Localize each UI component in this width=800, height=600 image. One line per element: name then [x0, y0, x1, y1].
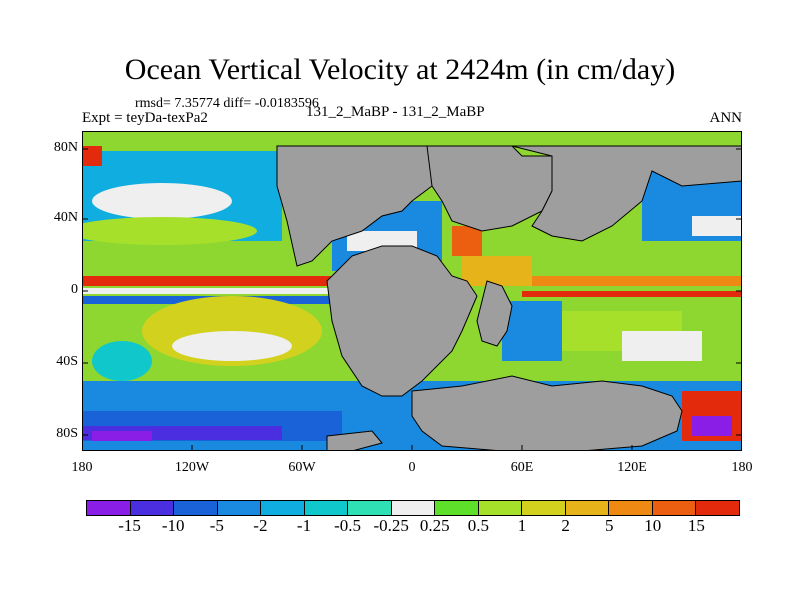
colorbar-label-0: -15 — [118, 516, 141, 535]
plot-title: Ocean Vertical Velocity at 2424m (in cm/… — [124, 53, 676, 86]
colorbar-label-10: 2 — [561, 516, 570, 535]
equator-red-band — [82, 276, 342, 286]
indian-ocean-blue — [502, 301, 562, 361]
north-pacific-red-patch — [82, 146, 102, 166]
colorbar-label-2: -5 — [209, 516, 224, 535]
lon-label-120e: 120E — [617, 460, 647, 475]
tethys-red-patch — [452, 226, 482, 256]
lon-label-180e: 180 — [731, 460, 753, 475]
colorbar-label-4: -1 — [296, 516, 312, 535]
land-asia — [511, 145, 742, 242]
colorbar-swatch-3 — [217, 501, 262, 515]
stats-text: rmsd= 7.35774 diff= -0.0183596 — [135, 96, 319, 111]
south-pacific-cyan — [92, 341, 152, 381]
colorbar-label-11: 5 — [604, 516, 614, 535]
colorbar-label-12: 10 — [644, 516, 662, 535]
colorbar-label-5: -0.5 — [334, 516, 362, 535]
map-panel — [82, 131, 742, 451]
colorbar-label-1: -10 — [161, 516, 185, 535]
colorbar-swatch-13 — [652, 501, 697, 515]
south-pacific-white — [172, 331, 292, 361]
lat-label-80n: 80N — [53, 140, 78, 155]
colorbar-swatch-4 — [261, 501, 305, 515]
lon-label-120w: 120W — [174, 460, 210, 475]
colorbar-label-3: -2 — [253, 516, 268, 535]
season-label: ANN — [709, 110, 743, 126]
colorbar-swatch-6 — [348, 501, 392, 515]
north-pacific-white — [92, 183, 232, 219]
colorbar-swatch-11 — [565, 501, 610, 515]
colorbar-swatch-5 — [304, 501, 349, 515]
lat-label-80s: 80S — [56, 426, 78, 441]
colorbar-swatch-0 — [87, 501, 131, 515]
land-southamerica-africa — [326, 245, 478, 397]
land-greenland-europe — [426, 145, 553, 232]
land-india — [476, 280, 513, 347]
colorbar-swatch-14 — [696, 501, 739, 515]
equator-indopacific-orange — [512, 276, 742, 286]
equator-indopacific-red — [522, 291, 742, 297]
colorbar-label-7: 0.25 — [419, 516, 450, 535]
ne-pacific-white — [692, 216, 742, 236]
colorbar-label-9: 1 — [517, 516, 527, 535]
subtitle-label: 131_2_MaBP - 131_2_MaBP — [306, 104, 485, 120]
southern-ocean-violet-patch-2 — [692, 416, 732, 436]
lon-label-0: 0 — [408, 460, 416, 475]
colorbar-label-8: 0.5 — [467, 516, 490, 535]
colorbar-swatch-8 — [435, 501, 479, 515]
equator-white-band — [82, 288, 342, 294]
lon-label-180w: 180 — [71, 460, 93, 475]
map-canvas — [82, 131, 742, 451]
lat-label-40s: 40S — [56, 354, 78, 369]
colorbar-swatch-7 — [391, 501, 436, 515]
map-ticks — [82, 148, 742, 451]
colorbar-swatch-9 — [478, 501, 523, 515]
colorbar-swatch-1 — [130, 501, 175, 515]
colorbar-swatch-2 — [174, 501, 218, 515]
lon-label-60e: 60E — [510, 460, 534, 475]
land-antarctica — [411, 375, 683, 451]
lon-label-60w: 60W — [288, 460, 316, 475]
land-antarctic-fragment — [326, 430, 383, 451]
lat-label-0: 0 — [71, 282, 78, 297]
colorbar — [86, 500, 740, 516]
indian-ocean-white — [622, 331, 702, 361]
lat-label-40n: 40N — [53, 210, 78, 225]
experiment-label: Expt = teyDa-texPa2 — [82, 110, 208, 126]
tethys-yellow-patch — [462, 256, 532, 286]
colorbar-swatch-12 — [609, 501, 653, 515]
colorbar-label-6: -0.25 — [373, 516, 409, 535]
colorbar-swatch-10 — [522, 501, 566, 515]
southern-ocean-violet-patch — [92, 431, 152, 441]
north-pacific-green — [82, 217, 257, 245]
colorbar-label-13: 15 — [687, 516, 705, 535]
